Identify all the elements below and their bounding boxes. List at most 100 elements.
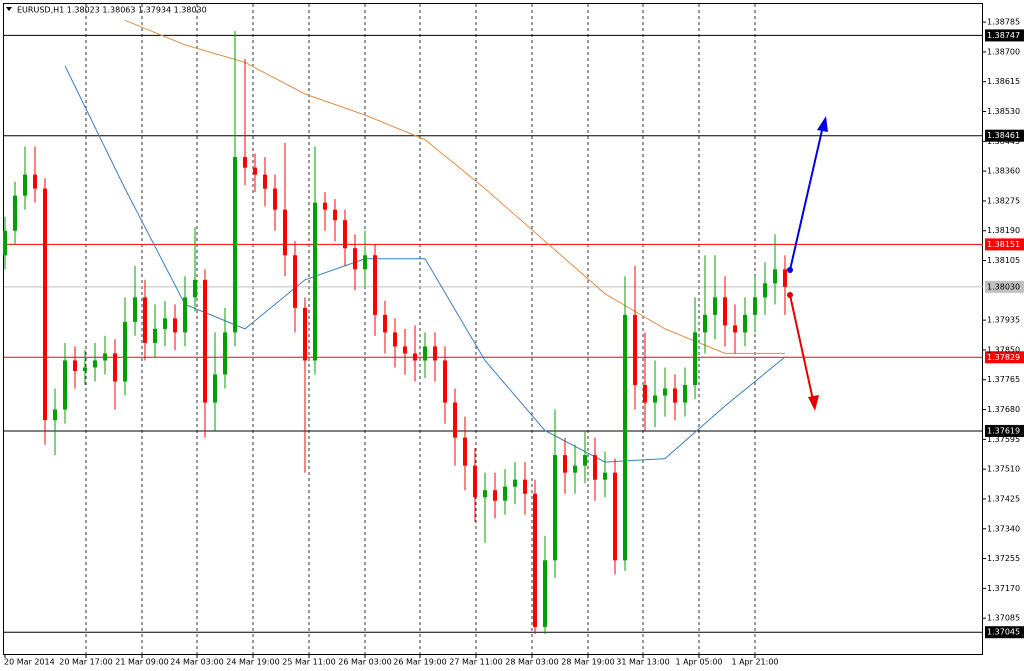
candle-body bbox=[373, 255, 377, 315]
candle-body bbox=[53, 409, 57, 421]
y-tick-label: 1.38445 bbox=[987, 137, 1020, 146]
candle-body bbox=[713, 297, 717, 315]
candle-body bbox=[653, 395, 657, 403]
candle-body bbox=[663, 388, 667, 396]
level-label: 1.38747 bbox=[987, 31, 1020, 40]
down-arrow-start bbox=[787, 292, 793, 298]
candle-body bbox=[343, 220, 347, 249]
candle-body bbox=[683, 385, 687, 403]
y-tick-label: 1.37765 bbox=[987, 375, 1020, 384]
x-tick-label: 28 Mar 03:00 bbox=[505, 658, 558, 667]
y-tick-label: 1.37595 bbox=[987, 435, 1020, 444]
candle-body bbox=[623, 314, 627, 561]
y-tick-label: 1.37935 bbox=[987, 316, 1020, 325]
y-tick-label: 1.37085 bbox=[987, 614, 1020, 623]
candle-body bbox=[463, 437, 467, 466]
candle-body bbox=[323, 202, 327, 210]
menu-icon[interactable] bbox=[6, 7, 12, 11]
candle-body bbox=[733, 325, 737, 333]
candle-body bbox=[393, 332, 397, 347]
x-tick-label: 27 Mar 11:00 bbox=[449, 658, 502, 667]
axes: 1.38785 1.38700 1.38615 1.38530 1.38445 1.383… bbox=[4, 18, 1020, 667]
candle-body bbox=[293, 255, 297, 308]
candle-body bbox=[333, 209, 337, 221]
candle-body bbox=[83, 367, 87, 371]
level-label: 1.37619 bbox=[987, 426, 1020, 435]
y-tick-label: 1.37850 bbox=[987, 345, 1020, 354]
candle-body bbox=[543, 560, 547, 627]
candle-body bbox=[383, 314, 387, 333]
x-tick-label: 26 Mar 19:00 bbox=[393, 658, 446, 667]
candle-body bbox=[143, 297, 147, 343]
candle-body bbox=[103, 353, 107, 361]
x-tick-label: 25 Mar 11:00 bbox=[282, 658, 335, 667]
candle-body bbox=[453, 402, 457, 438]
candle-body bbox=[113, 353, 117, 382]
candle-body bbox=[613, 472, 617, 561]
candle-body bbox=[523, 479, 527, 494]
candle-body bbox=[133, 297, 137, 322]
level-label-box bbox=[985, 626, 1024, 639]
level-label: 1.38461 bbox=[987, 131, 1020, 140]
candle-body bbox=[193, 279, 197, 298]
candle-body bbox=[703, 314, 707, 333]
candle-body bbox=[673, 388, 677, 403]
candle-body bbox=[503, 486, 507, 501]
y-tick-label: 1.38700 bbox=[987, 47, 1020, 56]
candle-body bbox=[513, 479, 517, 487]
x-tick-label: 24 Mar 19:00 bbox=[226, 658, 279, 667]
candle-body bbox=[213, 374, 217, 403]
candle-body bbox=[603, 472, 607, 480]
chart-title: EURUSD,H1 1.38023 1.38063 1.37934 1.3803… bbox=[17, 6, 207, 15]
y-tick-label: 1.37680 bbox=[987, 405, 1020, 414]
candle-body bbox=[63, 360, 67, 410]
candle-body bbox=[483, 490, 487, 498]
candle-body bbox=[783, 269, 787, 287]
y-tick-label: 1.38530 bbox=[987, 107, 1020, 116]
x-tick-label: 20 Mar 2014 bbox=[4, 658, 55, 667]
candle-body bbox=[123, 321, 127, 382]
annotations bbox=[787, 116, 828, 411]
candle-body bbox=[303, 307, 307, 361]
candle-body bbox=[723, 297, 727, 326]
candle-body bbox=[273, 188, 277, 210]
grid bbox=[85, 4, 756, 655]
candle-body bbox=[353, 248, 357, 270]
up-arrowhead bbox=[817, 116, 828, 132]
candle-body bbox=[33, 174, 37, 189]
level-label: 1.38151 bbox=[987, 240, 1020, 249]
candle-body bbox=[313, 202, 317, 361]
candle-body bbox=[593, 455, 597, 480]
candle-body bbox=[363, 255, 367, 270]
candle-body bbox=[173, 318, 177, 333]
candle-body bbox=[693, 332, 697, 386]
down-arrowhead bbox=[808, 395, 819, 411]
candle-body bbox=[253, 167, 257, 175]
x-tick-label: 1 Apr 05:00 bbox=[675, 658, 722, 667]
y-tick-label: 1.38190 bbox=[987, 226, 1020, 235]
candle-body bbox=[433, 346, 437, 361]
level-label-box bbox=[985, 29, 1024, 42]
candle-body bbox=[773, 269, 777, 284]
level-label-box bbox=[985, 424, 1024, 437]
candle-body bbox=[43, 188, 47, 421]
x-tick-label: 21 Mar 09:00 bbox=[115, 658, 168, 667]
candle-body bbox=[493, 490, 497, 501]
candle-body bbox=[583, 455, 587, 466]
x-tick-label: 28 Mar 19:00 bbox=[561, 658, 614, 667]
y-tick-label: 1.38360 bbox=[987, 167, 1020, 176]
level-label-box bbox=[985, 280, 1024, 293]
candle-body bbox=[93, 360, 97, 368]
candle-body bbox=[203, 279, 207, 403]
y-tick-label: 1.38785 bbox=[987, 18, 1020, 27]
candle-body bbox=[3, 230, 7, 256]
plot bbox=[3, 19, 787, 634]
x-tick-label: 24 Mar 03:00 bbox=[170, 658, 223, 667]
level-label-box bbox=[985, 129, 1024, 142]
x-tick-label: 26 Mar 03:00 bbox=[338, 658, 391, 667]
candle-body bbox=[73, 360, 77, 371]
candle-body bbox=[763, 283, 767, 298]
level-label: 1.37829 bbox=[987, 353, 1020, 362]
